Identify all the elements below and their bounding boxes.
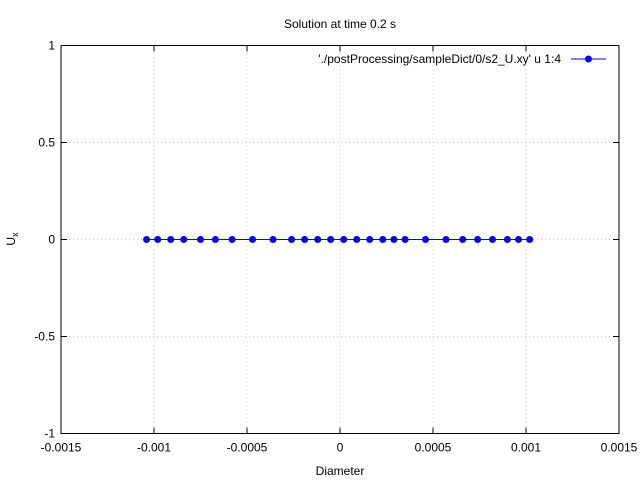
x-tick-label: -0.0005 xyxy=(227,441,268,455)
y-tick-label: -0.5 xyxy=(34,330,55,344)
data-point xyxy=(211,236,219,243)
data-point xyxy=(366,236,374,243)
y-axis-label-main: U xyxy=(4,237,18,246)
y-axis-label-sub: x xyxy=(10,232,20,237)
data-point xyxy=(503,236,511,243)
legend: './postProcessing/sampleDict/0/s2_U.xy' … xyxy=(318,52,606,66)
data-point xyxy=(143,236,151,243)
data-point xyxy=(154,236,162,243)
data-point xyxy=(422,236,430,243)
data-point xyxy=(474,236,482,243)
x-tick-label: -0.001 xyxy=(137,441,171,455)
data-point xyxy=(459,236,467,243)
data-point xyxy=(340,236,348,243)
y-tick-label: 0.5 xyxy=(38,136,55,150)
x-tick-label: 0.0005 xyxy=(415,441,452,455)
data-point xyxy=(353,236,361,243)
legend-marker xyxy=(585,55,592,63)
x-tick-label: 0.001 xyxy=(511,441,541,455)
y-axis-label: Ux xyxy=(4,232,20,246)
data-point xyxy=(401,236,409,243)
y-tick-label: 0 xyxy=(48,233,55,247)
data-point xyxy=(249,236,257,243)
legend-label: './postProcessing/sampleDict/0/s2_U.xy' … xyxy=(318,52,561,66)
x-tick-label: -0.0015 xyxy=(41,441,82,455)
data-point xyxy=(314,236,322,243)
data-point xyxy=(526,236,534,243)
data-point xyxy=(390,236,398,243)
x-tick-label: 0 xyxy=(337,441,344,455)
y-tick-label: 1 xyxy=(48,39,55,53)
x-tick-label: 0.0015 xyxy=(601,441,638,455)
y-tick-label: -1 xyxy=(44,427,55,441)
data-point xyxy=(197,236,204,243)
chart-title: Solution at time 0.2 s xyxy=(284,17,396,31)
data-point xyxy=(327,236,335,243)
data-point xyxy=(269,236,277,243)
series xyxy=(143,236,534,243)
data-point xyxy=(379,236,387,243)
data-point xyxy=(228,236,236,243)
data-point xyxy=(301,236,309,243)
data-point xyxy=(180,236,188,243)
axis-ticks: -0.0015 -0.001 -0.0005 0 0.0005 0.001 0.0015 -1… xyxy=(34,39,637,455)
data-point xyxy=(442,236,450,243)
x-axis-label: Diameter xyxy=(316,464,365,478)
data-point xyxy=(167,236,175,243)
data-point xyxy=(489,236,497,243)
data-point xyxy=(515,236,523,243)
data-point xyxy=(288,236,296,243)
